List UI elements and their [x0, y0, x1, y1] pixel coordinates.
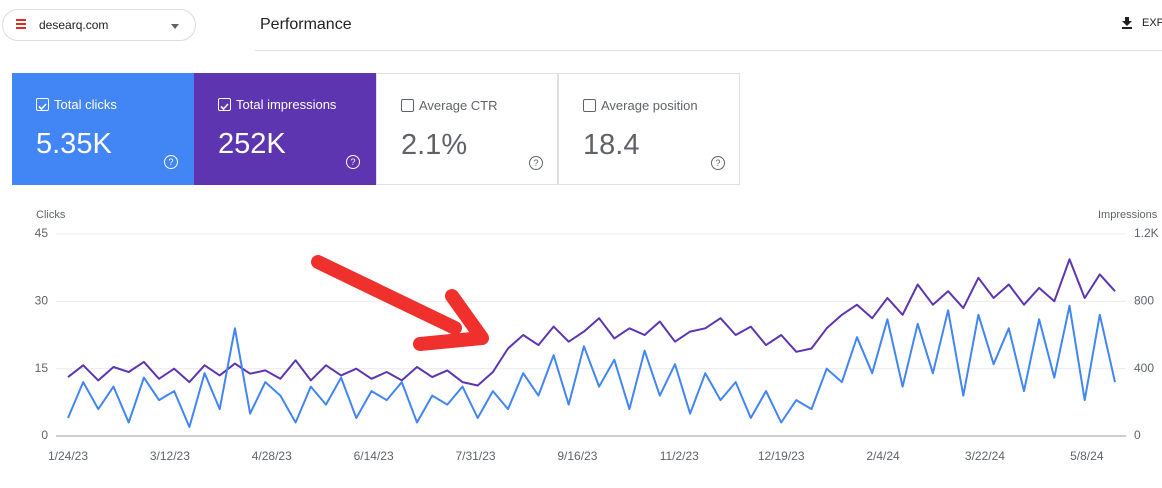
metric-card[interactable]: Total impressions 252K? — [194, 73, 376, 185]
x-tick-label: 3/12/23 — [150, 449, 190, 463]
site-icon — [16, 19, 26, 21]
x-tick-label: 12/19/23 — [758, 449, 805, 463]
annotation-arrow-head — [413, 289, 489, 351]
metric-value: 2.1% — [401, 129, 468, 161]
annotation-arrow — [311, 255, 462, 335]
site-name: desearq.com — [39, 18, 109, 32]
metric-value: 18.4 — [583, 129, 640, 161]
y2-tick-label: 800 — [1134, 294, 1154, 308]
x-tick-label: 7/31/23 — [456, 449, 496, 463]
y-axis-title: Clicks — [36, 209, 66, 221]
export-button[interactable]: EXP — [1142, 17, 1162, 29]
metric-checkbox — [36, 98, 49, 111]
page-title: Performance — [260, 16, 352, 33]
metric-label: Average CTR — [419, 98, 498, 113]
metric-card[interactable]: Average position 18.4? — [558, 73, 740, 185]
metric-label: Total clicks — [54, 97, 117, 112]
y-tick-label: 0 — [41, 428, 48, 442]
site-selector[interactable]: desearq.com — [2, 9, 196, 41]
help-icon: ? — [346, 155, 360, 169]
download-icon — [1122, 16, 1132, 29]
x-tick-label: 2/4/24 — [866, 449, 900, 463]
y2-tick-label: 400 — [1134, 361, 1154, 375]
metric-card[interactable]: Average CTR 2.1%? — [376, 73, 558, 185]
y2-tick-label: 1.2K — [1134, 226, 1159, 240]
help-icon: ? — [164, 155, 178, 169]
x-tick-label: 3/22/24 — [965, 449, 1005, 463]
x-tick-label: 11/2/23 — [660, 449, 699, 463]
download-svg — [1122, 17, 1132, 29]
y-tick-label: 15 — [35, 361, 49, 375]
y-tick-label: 30 — [35, 294, 49, 308]
header-divider — [255, 50, 1162, 51]
metric-card[interactable]: Total clicks 5.35K? — [12, 73, 194, 185]
check-mark — [220, 103, 229, 111]
metric-label: Total impressions — [236, 97, 337, 112]
x-tick-label: 6/14/23 — [354, 449, 394, 463]
y-tick-label: 45 — [35, 226, 49, 240]
metric-label: Average position — [601, 98, 698, 113]
x-tick-label: 1/24/23 — [48, 449, 88, 463]
metric-checkbox — [401, 99, 414, 112]
dropdown-arrow — [171, 24, 179, 33]
x-tick-label: 5/8/24 — [1070, 449, 1104, 463]
y2-tick-label: 0 — [1134, 428, 1141, 442]
metric-value: 5.35K — [36, 128, 112, 160]
help-icon: ? — [711, 156, 725, 170]
help-icon: ? — [529, 156, 543, 170]
check-mark — [38, 103, 47, 111]
x-tick-label: 9/16/23 — [557, 449, 597, 463]
series-line — [67, 304, 1116, 428]
metric-checkbox — [218, 98, 231, 111]
metric-checkbox — [583, 99, 596, 112]
x-tick-label: 4/28/23 — [252, 449, 292, 463]
metric-value: 252K — [218, 128, 286, 160]
y2-axis-title: Impressions — [1098, 209, 1158, 221]
